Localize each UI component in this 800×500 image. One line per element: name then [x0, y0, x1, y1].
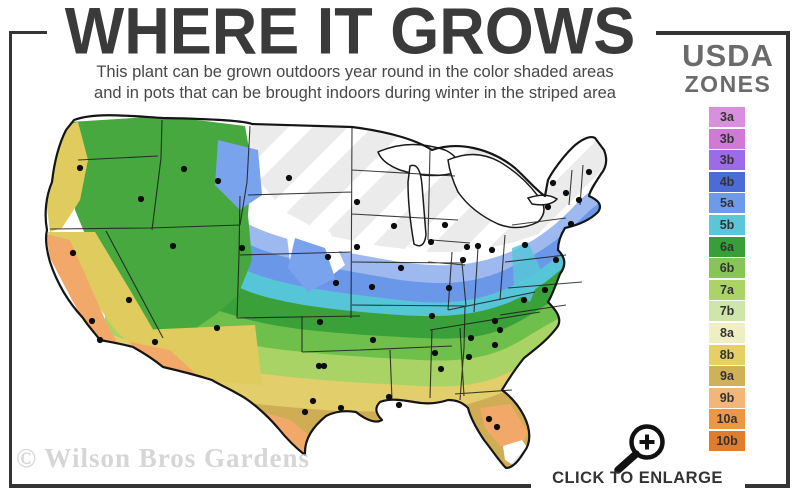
frame-border — [9, 484, 531, 488]
zone-legend-list: 3a 3b 3b 4b 5a 5b 6a 6b 7a 7b 8a 8b 9a 9b 10a 10b — [709, 107, 745, 453]
city-dot — [585, 168, 593, 176]
frame-border — [786, 31, 790, 488]
city-dot — [395, 401, 403, 409]
zone-swatch-10a: 10a — [709, 409, 745, 430]
city-dot — [496, 326, 504, 334]
city-dot — [575, 196, 583, 204]
city-dot — [474, 242, 482, 250]
legend-title-zones: ZONES — [684, 71, 772, 97]
city-dot — [369, 336, 377, 344]
magnifier-icon[interactable] — [600, 415, 690, 477]
great-lakes — [377, 143, 559, 247]
city-dot — [567, 220, 575, 228]
zone-swatch-8b: 8b — [709, 344, 745, 365]
city-dot — [76, 164, 84, 172]
zone-swatch-7b: 7b — [709, 301, 745, 322]
city-dot — [552, 256, 560, 264]
city-dot — [320, 362, 328, 370]
city-dot — [544, 203, 552, 211]
city-dot — [353, 243, 361, 251]
city-dot — [137, 195, 145, 203]
city-dot — [493, 423, 501, 431]
city-dot — [445, 284, 453, 292]
city-dot — [125, 296, 133, 304]
state-borders — [49, 119, 584, 401]
city-dot — [238, 244, 246, 252]
city-dot — [332, 279, 340, 287]
subtitle-line1: This plant can be grown outdoors year ro… — [96, 63, 614, 81]
city-dots — [69, 164, 593, 431]
zone-swatch-4b: 4b — [709, 171, 745, 192]
city-dot — [491, 341, 499, 349]
city-dot — [431, 349, 439, 357]
city-dot — [549, 179, 557, 187]
city-dot — [69, 249, 77, 257]
zone-swatch-9a: 9a — [709, 366, 745, 387]
us-outline — [44, 114, 608, 470]
city-dot — [491, 317, 499, 325]
city-dot — [459, 256, 467, 264]
frame-border — [9, 31, 47, 34]
city-dot — [463, 243, 471, 251]
zone-swatch-10b: 10b — [709, 430, 745, 451]
city-dot — [385, 393, 393, 401]
city-dot — [465, 353, 473, 361]
city-dot — [353, 198, 361, 206]
city-dot — [285, 174, 293, 182]
zone-swatch-3a: 3a — [709, 107, 745, 127]
city-dot — [562, 189, 570, 197]
frame-border — [9, 31, 12, 488]
zone-swatch-8a: 8a — [709, 322, 745, 343]
city-dot — [96, 336, 104, 344]
city-dot — [337, 404, 345, 412]
city-dot — [301, 408, 309, 416]
city-dot — [151, 338, 159, 346]
city-dot — [428, 312, 436, 320]
zone-swatch-9b: 9b — [709, 387, 745, 408]
city-dot — [485, 415, 493, 423]
city-dot — [368, 283, 376, 291]
zone-swatch-3b: 3b — [709, 128, 745, 149]
zone-swatch-3b: 3b — [709, 150, 745, 171]
city-dot — [324, 253, 332, 261]
city-dot — [541, 286, 549, 294]
city-dot — [397, 264, 405, 272]
city-dot — [437, 365, 445, 373]
city-dot — [520, 296, 528, 304]
city-dot — [169, 242, 177, 250]
city-dot — [521, 241, 529, 249]
city-dot — [180, 165, 188, 173]
zone-swatch-5b: 5b — [709, 214, 745, 235]
city-dot — [441, 221, 449, 229]
city-dot — [427, 238, 435, 246]
frame-border — [656, 31, 789, 35]
frame-border — [745, 484, 790, 488]
subtitle-line2: and in pots that can be brought indoors … — [94, 84, 616, 103]
zone-swatch-6b: 6b — [709, 258, 745, 279]
city-dot — [316, 318, 324, 326]
legend-title-usda: USDA — [682, 38, 774, 73]
subtitle: This plant can be grown outdoors year ro… — [40, 62, 670, 104]
zone-swatch-5a: 5a — [709, 193, 745, 214]
page-title: WHERE IT GROWS — [64, 0, 636, 68]
city-dot — [88, 317, 96, 325]
click-to-enlarge-button[interactable]: CLICK TO ENLARGE — [552, 469, 723, 487]
zone-swatch-6a: 6a — [709, 236, 745, 257]
zone-swatch-7a: 7a — [709, 279, 745, 300]
city-dot — [309, 397, 317, 405]
city-dot — [390, 222, 398, 230]
city-dot — [488, 246, 496, 254]
usda-zones-legend-header: USDA ZONES — [672, 40, 784, 96]
city-dot — [213, 324, 221, 332]
city-dot — [214, 177, 222, 185]
watermark: © Wilson Bros Gardens — [16, 443, 310, 473]
city-dot — [315, 362, 323, 370]
city-dot — [467, 334, 475, 342]
